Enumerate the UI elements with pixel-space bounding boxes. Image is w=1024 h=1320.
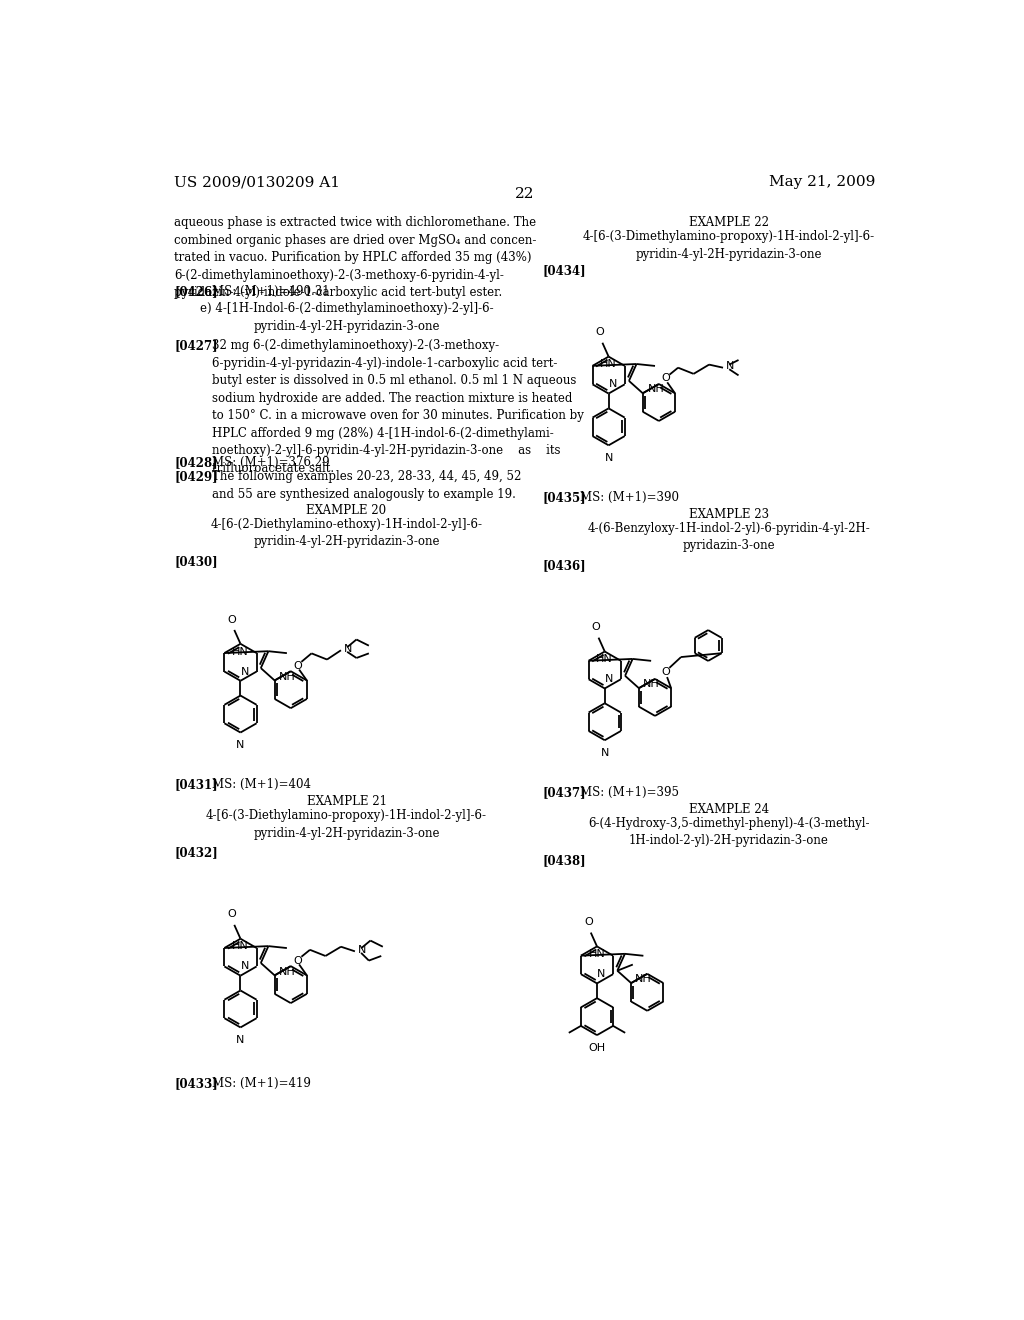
Text: HN: HN <box>596 655 613 664</box>
Text: [0431]: [0431] <box>174 779 218 791</box>
Text: EXAMPLE 24: EXAMPLE 24 <box>688 803 769 816</box>
Text: N: N <box>597 969 605 979</box>
Text: O: O <box>596 327 604 338</box>
Text: O: O <box>584 917 593 927</box>
Text: HN: HN <box>600 359 617 370</box>
Text: N: N <box>726 362 734 371</box>
Text: 6-(4-Hydroxy-3,5-dimethyl-phenyl)-4-(3-methyl-
1H-indol-2-yl)-2H-pyridazin-3-one: 6-(4-Hydroxy-3,5-dimethyl-phenyl)-4-(3-m… <box>588 817 869 847</box>
Text: NH: NH <box>643 680 659 689</box>
Text: [0434]: [0434] <box>543 264 587 277</box>
Text: O: O <box>227 909 237 920</box>
Text: O: O <box>227 615 237 624</box>
Text: 32 mg 6-(2-dimethylaminoethoxy)-2-(3-methoxy-
6-pyridin-4-yl-pyridazin-4-yl)-ind: 32 mg 6-(2-dimethylaminoethoxy)-2-(3-met… <box>212 339 584 475</box>
Text: N: N <box>237 1035 245 1045</box>
Text: 22: 22 <box>515 187 535 201</box>
Text: NH: NH <box>635 974 651 985</box>
Text: 4-[6-(3-Dimethylamino-propoxy)-1H-indol-2-yl]-6-
pyridin-4-yl-2H-pyridazin-3-one: 4-[6-(3-Dimethylamino-propoxy)-1H-indol-… <box>583 230 874 260</box>
Text: O: O <box>662 668 670 677</box>
Text: N: N <box>358 945 367 954</box>
Text: EXAMPLE 20: EXAMPLE 20 <box>306 504 387 517</box>
Text: MS: (M+1)=490.31: MS: (M+1)=490.31 <box>212 285 330 298</box>
Text: N: N <box>604 453 612 463</box>
Text: e) 4-[1H-Indol-6-(2-dimethylaminoethoxy)-2-yl]-6-
pyridin-4-yl-2H-pyridazin-3-on: e) 4-[1H-Indol-6-(2-dimethylaminoethoxy)… <box>200 302 494 333</box>
Text: NH: NH <box>280 966 296 977</box>
Text: 4-[6-(2-Diethylamino-ethoxy)-1H-indol-2-yl]-6-
pyridin-4-yl-2H-pyridazin-3-one: 4-[6-(2-Diethylamino-ethoxy)-1H-indol-2-… <box>211 517 482 549</box>
Text: N: N <box>344 644 352 653</box>
Text: NH: NH <box>280 672 296 681</box>
Text: [0433]: [0433] <box>174 1077 218 1090</box>
Text: NH: NH <box>647 384 665 395</box>
Text: MS: (M+1)=376.29: MS: (M+1)=376.29 <box>212 457 330 470</box>
Text: [0427]: [0427] <box>174 339 218 352</box>
Text: O: O <box>293 956 302 966</box>
Text: EXAMPLE 21: EXAMPLE 21 <box>306 795 386 808</box>
Text: EXAMPLE 22: EXAMPLE 22 <box>688 216 769 230</box>
Text: N: N <box>241 961 249 972</box>
Text: US 2009/0130209 A1: US 2009/0130209 A1 <box>174 176 341 189</box>
Text: O: O <box>293 661 302 671</box>
Text: [0438]: [0438] <box>543 854 587 867</box>
Text: The following examples 20-23, 28-33, 44, 45, 49, 52
and 55 are synthesized analo: The following examples 20-23, 28-33, 44,… <box>212 470 521 500</box>
Text: N: N <box>241 667 249 677</box>
Text: O: O <box>662 374 670 384</box>
Text: N: N <box>600 748 609 758</box>
Text: May 21, 2009: May 21, 2009 <box>769 176 876 189</box>
Text: [0432]: [0432] <box>174 846 218 859</box>
Text: HN: HN <box>232 941 249 952</box>
Text: MS: (M+1)=390: MS: (M+1)=390 <box>580 491 679 504</box>
Text: [0435]: [0435] <box>543 491 587 504</box>
Text: N: N <box>605 675 613 684</box>
Text: [0436]: [0436] <box>543 558 587 572</box>
Text: MS: (M+1)=419: MS: (M+1)=419 <box>212 1077 310 1090</box>
Text: O: O <box>592 622 601 632</box>
Text: [0428]: [0428] <box>174 457 218 470</box>
Text: HN: HN <box>232 647 249 656</box>
Text: [0437]: [0437] <box>543 785 587 799</box>
Text: N: N <box>237 741 245 750</box>
Text: HN: HN <box>589 949 605 960</box>
Text: MS: (M+1)=395: MS: (M+1)=395 <box>580 785 679 799</box>
Text: OH: OH <box>589 1043 605 1053</box>
Text: [0426]: [0426] <box>174 285 218 298</box>
Text: 4-[6-(3-Diethylamino-propoxy)-1H-indol-2-yl]-6-
pyridin-4-yl-2H-pyridazin-3-one: 4-[6-(3-Diethylamino-propoxy)-1H-indol-2… <box>206 809 487 840</box>
Text: N: N <box>608 379 617 389</box>
Text: [0429]: [0429] <box>174 470 218 483</box>
Text: EXAMPLE 23: EXAMPLE 23 <box>688 508 769 521</box>
Text: 4-(6-Benzyloxy-1H-indol-2-yl)-6-pyridin-4-yl-2H-
pyridazin-3-one: 4-(6-Benzyloxy-1H-indol-2-yl)-6-pyridin-… <box>587 521 870 552</box>
Text: aqueous phase is extracted twice with dichloromethane. The
combined organic phas: aqueous phase is extracted twice with di… <box>174 216 537 300</box>
Text: MS: (M+1)=404: MS: (M+1)=404 <box>212 779 310 791</box>
Text: [0430]: [0430] <box>174 554 218 568</box>
